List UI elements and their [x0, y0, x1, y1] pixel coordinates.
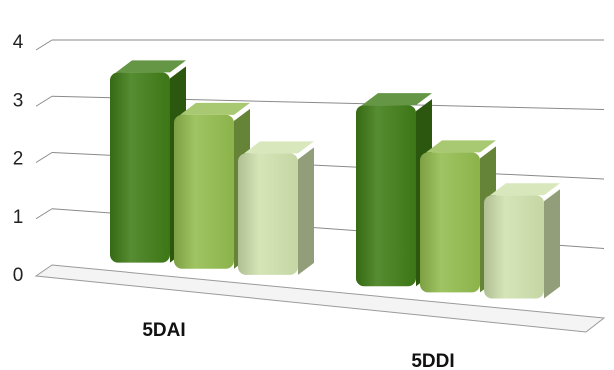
bar-side — [544, 189, 560, 299]
y-tick-label: 0 — [13, 265, 24, 286]
bar — [484, 183, 560, 299]
bar-top — [426, 140, 496, 153]
y-tick-label: 4 — [13, 32, 24, 53]
gridline-depth — [35, 95, 53, 107]
bar-front — [356, 105, 416, 287]
bar-side — [298, 147, 314, 275]
y-tick-label: 2 — [13, 149, 24, 170]
y-tick-label: 3 — [13, 90, 24, 111]
bars — [110, 60, 560, 299]
bar-front — [420, 152, 480, 293]
bar-top — [116, 60, 186, 73]
bar-front — [174, 114, 234, 269]
bar-top — [490, 183, 560, 196]
bar-front — [484, 195, 544, 299]
bar-top — [362, 93, 432, 106]
bar-top — [244, 141, 314, 154]
bar-front — [238, 153, 298, 275]
gridline-depth — [35, 39, 53, 51]
y-tick-label: 1 — [13, 207, 24, 228]
category-labels: 5DAI 5DDI — [142, 320, 454, 370]
category-label: 5DDI — [411, 351, 454, 370]
gridline-depth — [35, 152, 53, 163]
bar-top — [180, 102, 250, 115]
chart-floor — [34, 264, 606, 333]
floor-plane — [34, 264, 606, 333]
bar-front — [110, 72, 170, 263]
category-label: 5DAI — [142, 320, 185, 341]
y-axis-ticks: 0 1 2 3 4 — [13, 32, 24, 286]
bar — [238, 141, 314, 275]
gridline-depth — [35, 208, 53, 220]
